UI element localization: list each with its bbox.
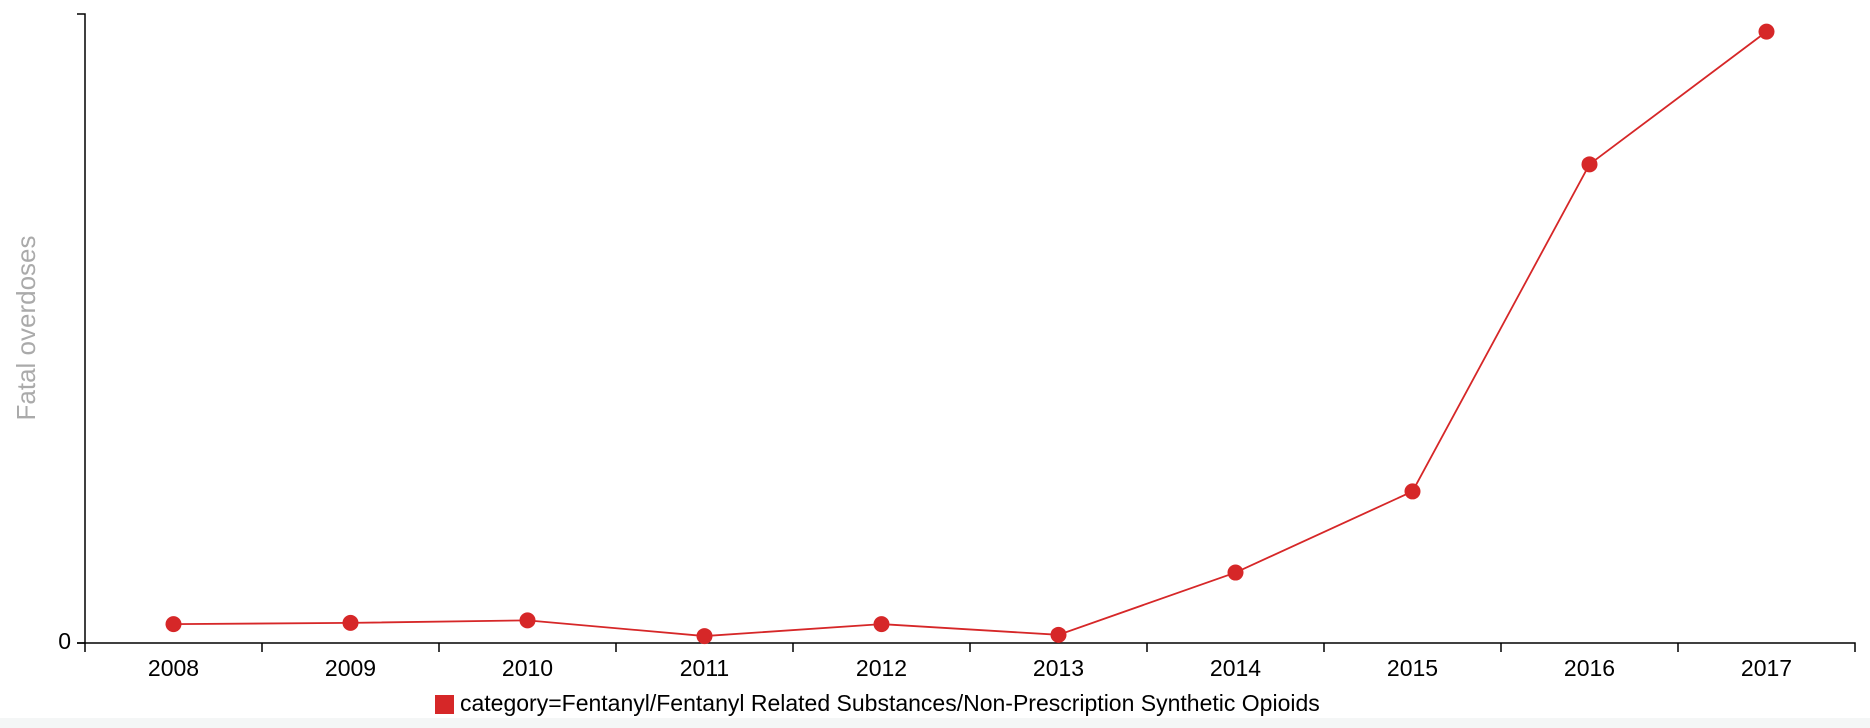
x-tick-label: 2014 xyxy=(1210,655,1261,681)
point xyxy=(1050,626,1067,643)
x-tick-label: 2011 xyxy=(680,655,729,681)
legend-swatch xyxy=(435,695,454,714)
point xyxy=(873,616,890,633)
y-tick-label: 0 xyxy=(58,628,71,654)
point xyxy=(519,612,536,629)
point xyxy=(1227,564,1244,581)
x-tick-label: 2016 xyxy=(1564,655,1615,681)
y-axis-label: Fatal overdoses xyxy=(11,236,41,421)
point xyxy=(342,614,359,631)
x-tick-label: 2009 xyxy=(325,655,376,681)
x-tick-label: 2012 xyxy=(856,655,907,681)
x-tick-label: 2010 xyxy=(502,655,553,681)
footer-strip xyxy=(0,718,1870,728)
legend-label: category=Fentanyl/Fentanyl Related Subst… xyxy=(460,690,1320,716)
point xyxy=(696,628,713,645)
point xyxy=(1404,483,1421,500)
point xyxy=(1581,156,1598,173)
point xyxy=(1758,23,1775,40)
point xyxy=(165,616,182,633)
x-tick-label: 2017 xyxy=(1741,655,1792,681)
x-tick-label: 2008 xyxy=(148,655,199,681)
line xyxy=(173,30,1768,637)
x-tick-label: 2015 xyxy=(1387,655,1438,681)
x-tick-label: 2013 xyxy=(1033,655,1084,681)
y-axis xyxy=(77,13,86,644)
